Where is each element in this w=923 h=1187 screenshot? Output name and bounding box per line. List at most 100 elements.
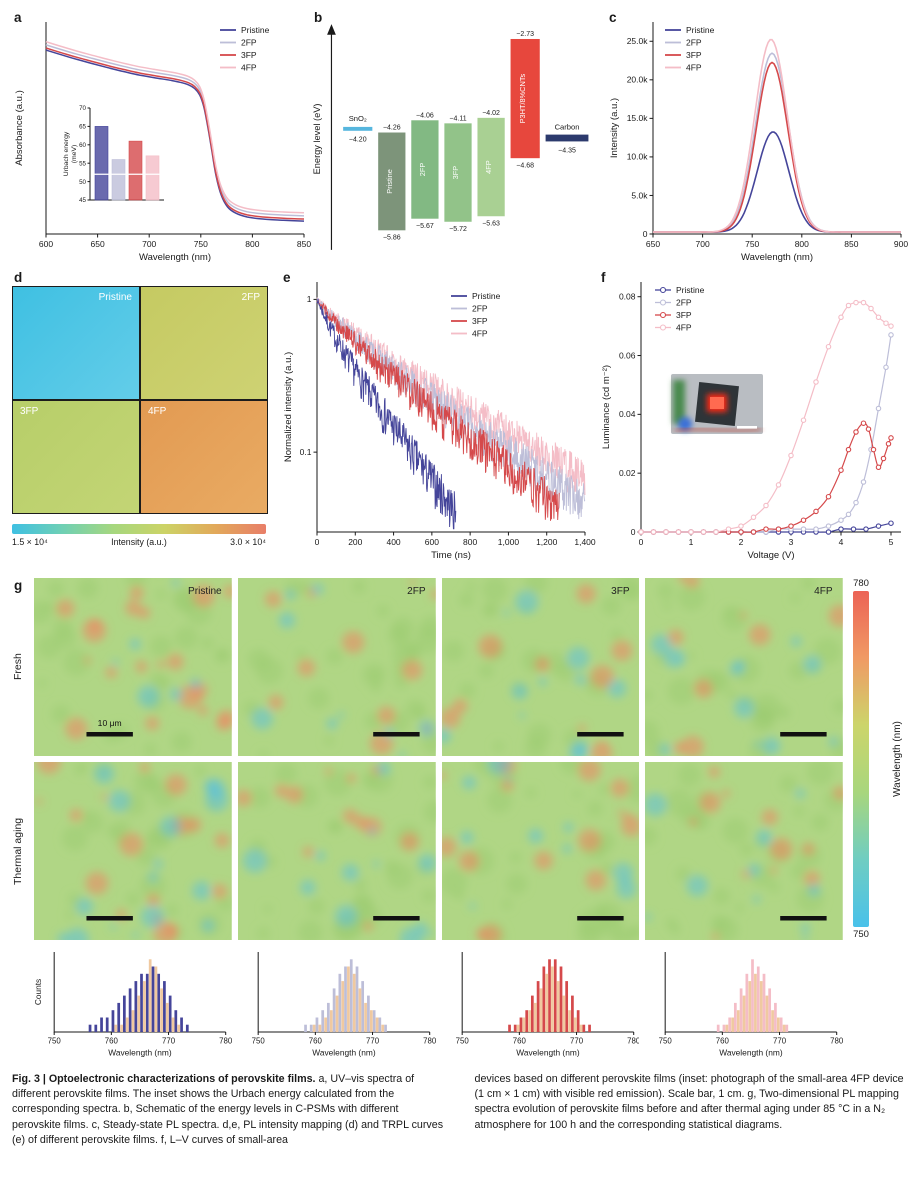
hist-bar-2FP xyxy=(321,1010,324,1032)
hist-bar-aged-4FP xyxy=(771,1010,775,1032)
device-photo-inset xyxy=(671,374,763,434)
lv-marker-Pristine xyxy=(825,529,832,535)
hist-bar-aged-2FP xyxy=(329,1010,333,1032)
level-top-2FP: −4.06 xyxy=(416,112,434,119)
inset-y-label: Urbach energy xyxy=(63,131,70,176)
y-tick-label: 0.1 xyxy=(300,447,312,457)
legend-label-3FP: 3FP xyxy=(686,50,702,60)
hist-bar-aged-2FP xyxy=(363,1002,367,1032)
intensity-map-3FP: 3FP xyxy=(13,401,139,513)
lv-marker-4FP xyxy=(688,529,694,535)
hist-bar-3FP xyxy=(564,981,568,1032)
middle-row: d Pristine 2FP 3FP 4FP 1.5 × 10⁴ Intensity … xyxy=(12,270,911,562)
level-name-3FP: 3FP xyxy=(451,166,460,180)
hist-bar-Pristine xyxy=(111,1010,115,1032)
hist-bar-aged-2FP xyxy=(318,1024,321,1032)
lv-marker-4FP xyxy=(713,529,719,535)
legend-label-4FP: 4FP xyxy=(686,63,702,73)
lv-marker-4FP xyxy=(763,502,769,509)
hist-bar-2FP xyxy=(366,995,370,1032)
hist-bar-2FP xyxy=(315,1017,319,1032)
pl-map-aged-Pristine xyxy=(34,762,232,940)
lv-marker-4FP xyxy=(883,320,889,326)
hist-bar-aged-4FP xyxy=(754,973,758,1032)
map-scale-bar xyxy=(372,732,420,737)
panel-b-label: b xyxy=(314,10,323,25)
lv-marker-3FP xyxy=(838,467,844,473)
inset-y-tick-label: 50 xyxy=(79,179,86,186)
hist-bar-aged-2FP xyxy=(324,1017,327,1032)
legend-label-2FP: 2FP xyxy=(472,304,488,314)
hist-x-tick-label: 750 xyxy=(251,1037,265,1046)
pl-spectra-chart: 650 700 750 800 850 900 0 5.0k 10.0k 15.0k 20.0k 25… xyxy=(607,14,911,264)
lv-marker-2FP xyxy=(838,517,844,523)
panel-g: g Fresh Thermal aging Pristine 10 μm 2FP 3F… xyxy=(12,578,911,1058)
lv-marker-4FP xyxy=(888,323,894,329)
hist-bar-aged-2FP xyxy=(375,1017,379,1032)
level-top-4FP: −4.02 xyxy=(482,110,500,117)
y-tick-label: 0 xyxy=(643,229,648,239)
caption-left-text: a, UV–vis spectra of different perovskit… xyxy=(12,1073,444,1146)
pl-map-fresh-Pristine: Pristine 10 μm xyxy=(34,578,232,756)
legend-label-2FP: 2FP xyxy=(676,298,692,308)
lv-marker-4FP xyxy=(725,526,732,532)
hist-bar-Pristine xyxy=(157,973,161,1032)
lv-marker-4FP xyxy=(800,417,807,423)
hist-bar-aged-3FP xyxy=(556,981,560,1032)
hist-bar-4FP xyxy=(774,1002,778,1032)
lv-marker-4FP xyxy=(650,529,657,535)
legend-label-2FP: 2FP xyxy=(241,38,257,48)
y-tick-label: 1 xyxy=(307,294,312,304)
panel-c-label: c xyxy=(609,10,617,25)
urbach-bar-3FP xyxy=(128,140,143,201)
hist-bar-3FP xyxy=(519,1017,522,1032)
lv-marker-3FP xyxy=(865,426,872,432)
lv-marker-4FP xyxy=(825,343,832,350)
map-blobs xyxy=(645,578,843,756)
figure-caption: Fig. 3 | Optoelectronic characterization… xyxy=(12,1072,911,1148)
pl-map-svg: Pristine 10 μm xyxy=(34,578,232,756)
intensity-map-label-3FP: 3FP xyxy=(20,406,39,417)
urbach-bar-2FP xyxy=(111,159,126,201)
pl-map-svg: 2FP xyxy=(237,578,436,756)
x-tick-label: 700 xyxy=(142,239,156,249)
level-title-SnO2: SnO₂ xyxy=(349,114,367,123)
x-tick-label: 650 xyxy=(646,239,660,249)
level-Pristine xyxy=(378,132,406,231)
hist-bar-aged-Pristine xyxy=(171,1017,175,1032)
hist-bar-4FP xyxy=(717,1024,720,1032)
absorbance-curve-3FP xyxy=(45,47,305,220)
hist-bar-aged-3FP xyxy=(544,973,548,1032)
hist-bar-3FP xyxy=(524,1010,528,1032)
map-label-Pristine: Pristine xyxy=(188,586,222,597)
hist-bar-aged-2FP xyxy=(352,973,356,1032)
y-axis-label: Luminance (cd m⁻²) xyxy=(601,365,612,449)
hist-bar-aged-Pristine xyxy=(143,981,146,1032)
level-SnO2 xyxy=(343,126,373,131)
hist-bar-aged-2FP xyxy=(341,981,344,1032)
panel-d-label: d xyxy=(14,270,23,285)
hist-bar-aged-4FP xyxy=(737,1010,740,1032)
histogram-Pristine: 750 760 770 780 Wavelength (nm) Counts xyxy=(34,946,232,1058)
panel-f: f 0 1 2 3 4 5 0 0.02 0.04 0.06 0.08 Voltage (V) Lumi… xyxy=(599,270,911,562)
hist-bar-aged-2FP xyxy=(369,1010,373,1032)
intensity-map-label-Pristine: Pristine xyxy=(98,292,132,303)
level-bottom-2FP: −5.67 xyxy=(416,223,434,230)
pl-map-aged-4FP xyxy=(645,762,843,940)
panel-f-label: f xyxy=(601,270,606,285)
lv-marker-4FP xyxy=(845,302,852,309)
hist-bar-2FP xyxy=(372,1010,376,1032)
hist-x-axis-label: Wavelength (nm) xyxy=(108,1048,172,1058)
x-axis-label: Time (ns) xyxy=(431,550,471,561)
level-name-4FP: 4FP xyxy=(484,160,493,174)
legend-label-4FP: 4FP xyxy=(472,329,488,339)
level-name-2FP: 2FP xyxy=(418,163,427,177)
histogram-4FP: 750 760 770 780 Wavelength (nm) xyxy=(645,946,843,1058)
hist-bar-aged-Pristine xyxy=(125,1017,129,1032)
absorbance-curve-4FP xyxy=(45,40,305,214)
y-tick-label: 25.0k xyxy=(627,36,649,46)
hist-bar-aged-3FP xyxy=(527,1010,531,1032)
map-blobs xyxy=(36,762,232,940)
hist-bar-Pristine xyxy=(168,995,172,1032)
level-value-SnO2: −4.20 xyxy=(349,136,367,143)
